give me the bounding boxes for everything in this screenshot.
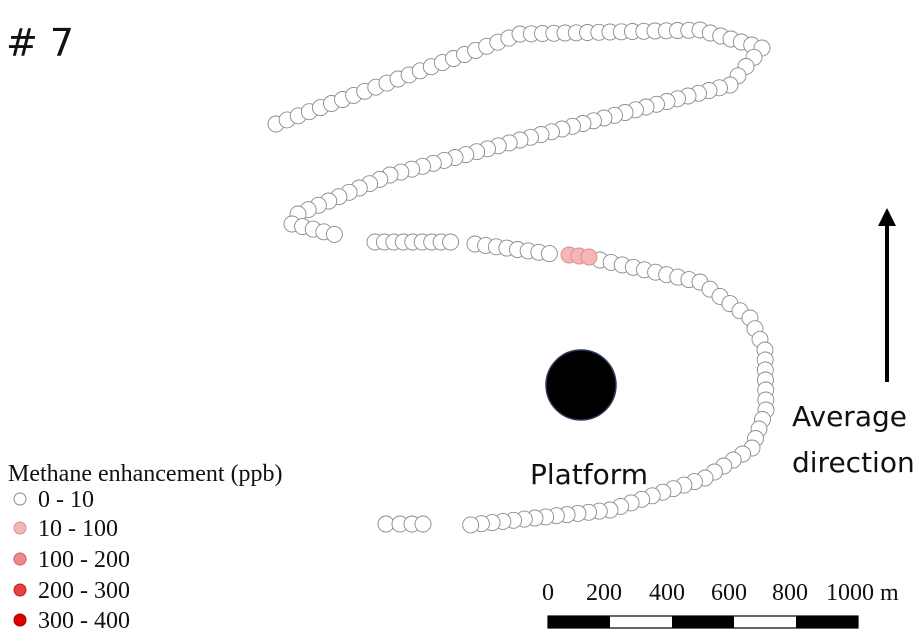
legend-item-0: 0 - 10 bbox=[38, 487, 94, 513]
legend-item-1: 10 - 100 bbox=[38, 516, 118, 542]
survey-track bbox=[267, 21, 775, 534]
scale-bar: 0 200 400 600 800 1000 m bbox=[542, 580, 899, 629]
legend-swatch-2 bbox=[13, 552, 27, 566]
track-point-elevated bbox=[580, 248, 598, 266]
legend-swatch-3 bbox=[13, 583, 27, 597]
legend-title: Methane enhancement (ppb) bbox=[8, 461, 283, 487]
scale-label-600: 600 bbox=[711, 580, 747, 606]
legend-swatch-0 bbox=[13, 492, 27, 506]
scale-label-800: 800 bbox=[772, 580, 808, 606]
scale-label-400: 400 bbox=[649, 580, 685, 606]
direction-label-line2: direction bbox=[792, 446, 915, 479]
legend-item-2: 100 - 200 bbox=[38, 547, 130, 573]
legend-swatch-1 bbox=[13, 521, 27, 535]
track-point bbox=[325, 225, 343, 243]
map-title: # 7 bbox=[6, 21, 74, 65]
legend-item-4: 300 - 400 bbox=[38, 608, 130, 634]
direction-arrow-icon bbox=[878, 208, 896, 382]
track-point bbox=[462, 516, 480, 534]
platform-marker bbox=[545, 349, 617, 421]
scale-label-1000: 1000 m bbox=[826, 580, 899, 606]
track-point bbox=[442, 233, 460, 251]
platform-label: Platform bbox=[530, 458, 648, 491]
scale-label-0: 0 bbox=[542, 580, 554, 606]
track-point bbox=[540, 245, 558, 263]
track-point bbox=[414, 515, 432, 533]
legend: Methane enhancement (ppb) 0 - 10 10 - 10… bbox=[8, 461, 283, 634]
direction-label-line1: Average bbox=[792, 400, 907, 433]
scale-label-200: 200 bbox=[586, 580, 622, 606]
legend-item-3: 200 - 300 bbox=[38, 578, 130, 604]
legend-swatch-4 bbox=[13, 613, 27, 627]
